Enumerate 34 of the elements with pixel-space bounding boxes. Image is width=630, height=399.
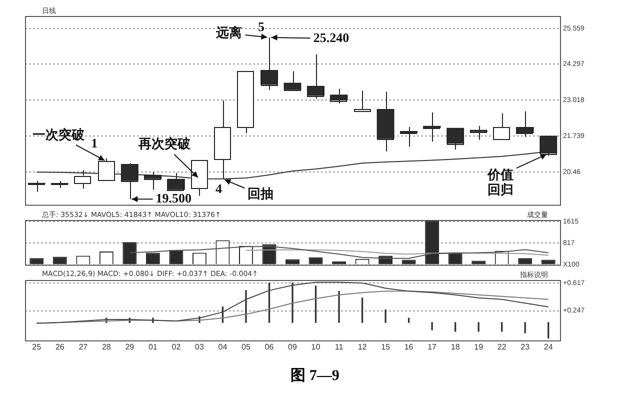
annotation: 回归 [487,182,514,197]
x-tick-label: 17 [428,342,438,352]
annotation: 4 [215,181,222,196]
x-tick-label: 01 [148,342,158,352]
x-tick-label: 15 [381,342,391,352]
caption: 图 7—9 [290,367,340,385]
annotation: 25.240 [313,30,350,45]
annotation: 远离 [215,24,242,40]
x-tick-label: 25 [32,342,42,352]
x-tick-label: 16 [404,342,414,352]
x-tick-label: 11 [334,342,344,352]
x-tick-label: 29 [125,342,135,352]
x-tick-label: 28 [102,342,112,352]
x-tick-label: 06 [264,342,274,352]
x-tick-label: 02 [172,342,182,352]
x-tick-label: 09 [288,342,298,352]
annotation: 5 [258,18,265,34]
annotation: 回抽 [248,186,274,202]
annotation: 一次突破 [32,126,86,142]
x-tick-label: 10 [311,342,321,352]
x-tick-label: 24 [544,342,554,352]
annotation: 再次突破 [137,136,192,152]
x-tick-label: 26 [55,342,65,352]
x-tick-label: 03 [195,342,204,352]
x-tick-label: 27 [78,342,88,352]
x-tick-label: 05 [242,342,251,352]
x-tick-label: 22 [497,342,507,352]
annotation: 价值 [486,166,514,182]
x-tick-label: 23 [520,342,530,352]
x-tick-label: 04 [218,342,228,352]
x-tick-label: 19 [474,342,484,352]
x-tick-label: 12 [358,342,368,352]
x-tick-label: 18 [450,342,460,352]
annotation: 19.500 [156,190,192,206]
